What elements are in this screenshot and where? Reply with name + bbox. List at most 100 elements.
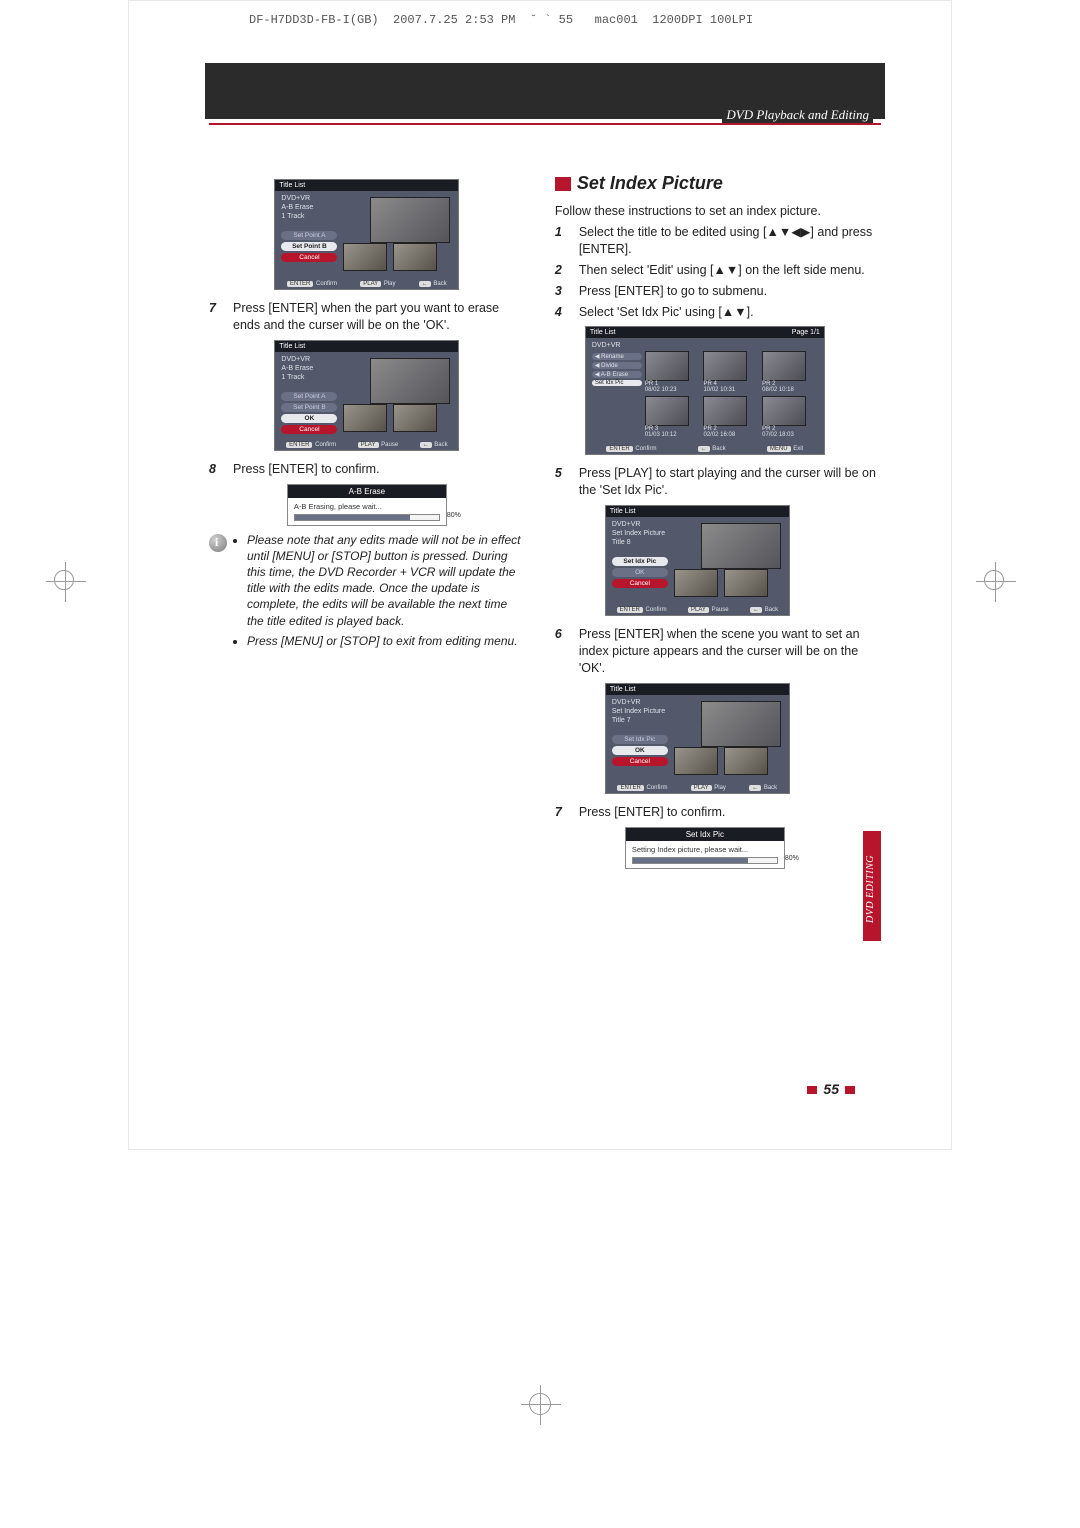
- right-column: Set Index Picture Follow these instructi…: [555, 173, 881, 875]
- pill: Cancel: [281, 425, 337, 434]
- footer-hint: PLAY Play: [360, 281, 395, 287]
- info-icon: [209, 534, 227, 552]
- side-tab-label: DVD EDITING: [865, 855, 876, 923]
- thumb: [393, 243, 437, 271]
- pill: Set Point A: [281, 231, 337, 240]
- shot-title: Title List: [590, 329, 616, 336]
- pill: Set Point A: [281, 392, 337, 401]
- footer-hint: ← Back: [749, 785, 777, 791]
- thumb: [343, 404, 387, 432]
- pill-selected: OK: [612, 746, 668, 755]
- thumb: [393, 404, 437, 432]
- screenshot-title-list-grid: Title List Page 1/1 DVD+VR ◀ Rename ◀ Di…: [585, 326, 825, 455]
- step-text: Then select 'Edit' using [▲▼] on the lef…: [579, 262, 881, 279]
- footer-hint: ENTER Confirm: [617, 785, 667, 791]
- thumb: [762, 396, 806, 426]
- thumb: [343, 243, 387, 271]
- pill: Cancel: [612, 579, 668, 588]
- step-text: Press [ENTER] to confirm.: [579, 804, 881, 821]
- step-number: 7: [555, 804, 569, 821]
- footer-hint: PLAY Play: [691, 785, 726, 791]
- step-number: 6: [555, 626, 569, 677]
- step-number: 7: [209, 300, 223, 334]
- pill: OK: [612, 568, 668, 577]
- menu-item: ◀ A-B Erase: [592, 371, 642, 378]
- screenshot-ab-erase-ok: Title List DVD+VR A-B Erase 1 Track Set …: [274, 340, 459, 451]
- footer-hint: ← Back: [698, 446, 726, 452]
- pill-selected: Set Idx Pic: [612, 557, 668, 566]
- screenshot-setidx-ok: Title List DVD+VR Set Index Picture Titl…: [605, 683, 790, 794]
- dialog-ab-erase-progress: A-B Erase A-B Erasing, please wait... 80…: [287, 484, 447, 526]
- shot-title: Title List: [279, 182, 305, 189]
- thumb-meta: PR 207/02 18:03: [762, 426, 818, 438]
- left-column: Title List DVD+VR A-B Erase 1 Track Set …: [209, 173, 525, 875]
- pill-selected: Set Point B: [281, 242, 337, 251]
- footer-hint: ← Back: [420, 442, 448, 448]
- pill: Cancel: [612, 757, 668, 766]
- dialog-title: A-B Erase: [288, 485, 446, 498]
- progress-percent: 80%: [447, 512, 461, 519]
- menu-item: ◀ Divide: [592, 362, 642, 369]
- step-text: Select 'Set Idx Pic' using [▲▼].: [579, 304, 881, 321]
- footer-hint: ← Back: [419, 281, 447, 287]
- preview-thumb: [370, 358, 450, 404]
- pill: Set Idx Pic: [612, 735, 668, 744]
- step-text: Press [ENTER] when the scene you want to…: [579, 626, 881, 677]
- step-text: Press [PLAY] to start playing and the cu…: [579, 465, 881, 499]
- step-number: 2: [555, 262, 569, 279]
- registration-mark-left: [54, 570, 96, 612]
- pill: Cancel: [281, 253, 337, 262]
- thumb-original: [674, 569, 718, 597]
- thumb-meta: PR 301/03 10:12: [645, 426, 701, 438]
- screenshot-ab-erase-setpointb: Title List DVD+VR A-B Erase 1 Track Set …: [274, 179, 459, 290]
- screenshot-setidx-setpic: Title List DVD+VR Set Index Picture Titl…: [605, 505, 790, 616]
- section-tag: DVD Playback and Editing: [722, 107, 873, 123]
- step-number: 5: [555, 465, 569, 499]
- step-text: Press [ENTER] when the part you want to …: [233, 300, 525, 334]
- thumb: [703, 351, 747, 381]
- menu-item: ◀ Rename: [592, 353, 642, 360]
- step-text: Select the title to be edited using [▲▼◀…: [579, 224, 881, 258]
- thumb: [645, 396, 689, 426]
- step-number: 3: [555, 283, 569, 300]
- step-text: Press [ENTER] to go to submenu.: [579, 283, 881, 300]
- shot-title: Title List: [610, 508, 636, 515]
- note-item: Press [MENU] or [STOP] to exit from edit…: [247, 633, 525, 649]
- step-number: 1: [555, 224, 569, 258]
- thumb-meta: PR 202/02 16:08: [703, 426, 759, 438]
- thumb-meta: PR 208/02 10:18: [762, 381, 818, 393]
- thumb: [645, 351, 689, 381]
- registration-mark-right: [984, 570, 1026, 612]
- preview-thumb: [701, 701, 781, 747]
- shot-title: Title List: [279, 343, 305, 350]
- footer-hint: PLAY Pause: [358, 442, 399, 448]
- preview-thumb: [701, 523, 781, 569]
- thumb-meta: PR 410/02 10:31: [703, 381, 759, 393]
- page-number: 55: [801, 1081, 861, 1097]
- dialog-message: Setting Index picture, please wait...: [632, 845, 778, 854]
- progress-bar: 80%: [632, 857, 778, 864]
- step-text: Press [ENTER] to confirm.: [233, 461, 525, 478]
- footer-hint: ENTER Confirm: [606, 446, 656, 452]
- registration-mark-bottom: [529, 1393, 551, 1418]
- dialog-setidx-progress: Set Idx Pic Setting Index picture, pleas…: [625, 827, 785, 869]
- side-tab: DVD EDITING: [863, 831, 881, 941]
- dialog-title: Set Idx Pic: [626, 828, 784, 841]
- progress-percent: 80%: [785, 855, 799, 862]
- header-stripe: DVD Playback and Editing: [209, 123, 881, 125]
- step-number: 8: [209, 461, 223, 478]
- disc-label: DVD+VR: [592, 342, 818, 349]
- footer-hint: MENU Exit: [767, 446, 803, 452]
- lead-text: Follow these instructions to set an inde…: [555, 204, 881, 218]
- thumb-current: [724, 569, 768, 597]
- pill: Set Point B: [281, 403, 337, 412]
- footer-hint: ENTER Confirm: [286, 442, 336, 448]
- pill-selected: OK: [281, 414, 337, 423]
- step-number: 4: [555, 304, 569, 321]
- footer-hint: ENTER Confirm: [617, 607, 667, 613]
- progress-bar: 80%: [294, 514, 440, 521]
- note-item: Please note that any edits made will not…: [247, 532, 525, 629]
- thumb: [762, 351, 806, 381]
- preview-thumb: [370, 197, 450, 243]
- footer-hint: ← Back: [750, 607, 778, 613]
